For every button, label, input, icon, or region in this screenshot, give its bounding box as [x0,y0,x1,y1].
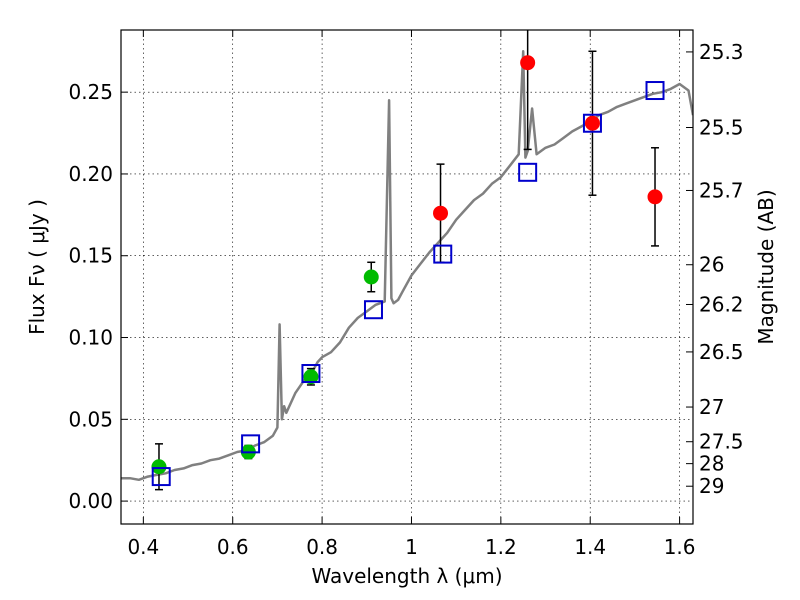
model-square-point [363,300,383,320]
model-square-point [301,364,321,384]
plot-frame [120,29,694,525]
red-data-point [647,189,663,205]
green-data-point [151,459,167,475]
red-data-point [520,55,536,71]
model-square-point [433,244,453,264]
green-data-point [303,369,319,385]
x-tick-label: 1.2 [485,535,517,559]
x-tick-label: 1 [405,535,418,559]
model-square-point [645,81,665,101]
model-square-point [518,162,538,182]
x-tick-label: 1.4 [574,535,606,559]
x-tick-label: 0.8 [306,535,338,559]
right-tick-label: 27.5 [699,430,744,454]
right-tick-label: 26 [699,253,724,277]
clipped-series [121,30,693,491]
right-tick-label: 26.2 [699,292,744,316]
series-layer [121,30,693,491]
x-tick-label: 0.6 [217,535,249,559]
y-tick-label: 0.15 [68,244,113,268]
x-tick-label: 0.4 [127,535,159,559]
model-square-point [241,434,261,454]
y-tick-label: 0.20 [68,162,113,186]
grid-layer [121,30,693,524]
right-tick-label: 28 [699,452,724,476]
right-axis-label: Magnitude (AB) [754,189,778,344]
right-tick-label: 29 [699,474,724,498]
y-tick-label: 0.05 [68,407,113,431]
right-tick-label: 27 [699,395,724,419]
y-tick-label: 0.10 [68,326,113,350]
y-tick-label: 0.25 [68,80,113,104]
right-tick-label: 26.5 [699,340,744,364]
x-tick-label: 1.6 [664,535,696,559]
y-axis-label: Flux Fν ( μJy ) [25,199,49,335]
tick-layer: 0.4 0.6 0.8 1 1.2 1.4 1.6 0.00 0.05 0.10 0.15 0.20 0… [68,30,744,559]
right-tick-label: 25.5 [699,115,744,139]
model-square-point [582,113,602,133]
red-data-point [433,205,449,221]
y-tick-label: 0.00 [68,489,113,513]
model-square-point [151,467,171,487]
x-axis-label: Wavelength λ (μm) [311,564,502,588]
right-tick-label: 25.3 [699,40,744,64]
red-data-point [584,115,600,131]
green-data-point [363,269,379,285]
right-tick-label: 25.7 [699,178,744,202]
spectrum-line [121,50,693,482]
